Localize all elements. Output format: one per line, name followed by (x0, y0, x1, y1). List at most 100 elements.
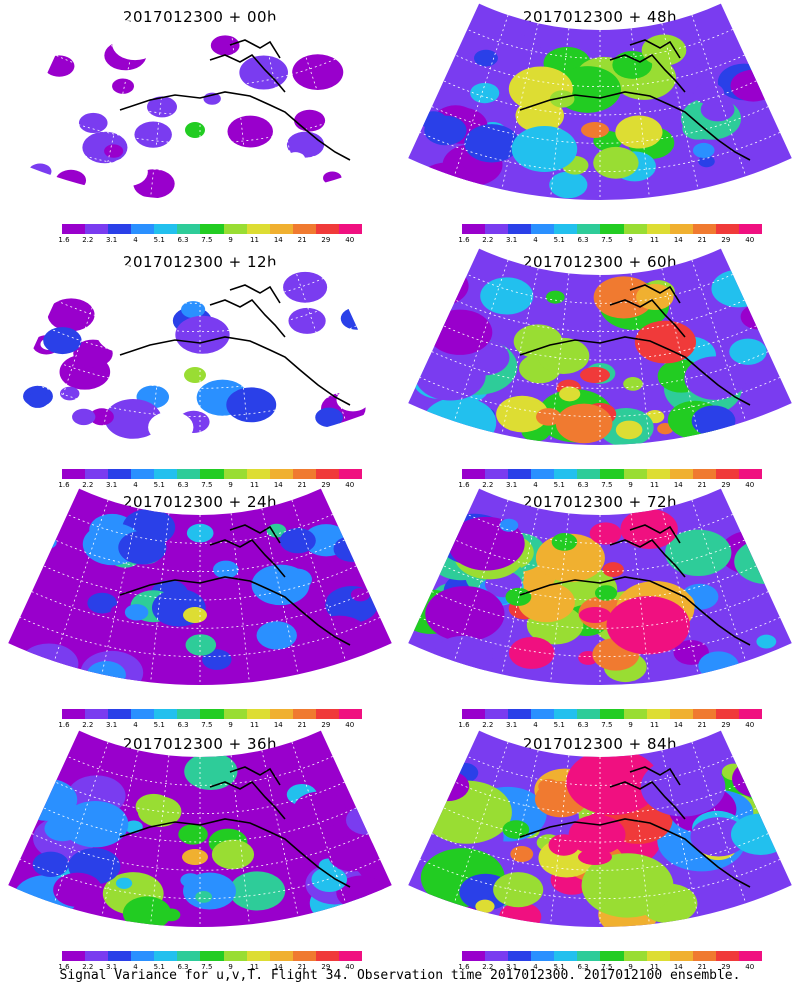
legend-tick-label: 1.6 (458, 963, 470, 971)
legend-swatch (269, 224, 293, 234)
variance-blob (53, 872, 103, 907)
variance-blob (112, 78, 135, 94)
legend-tick-label: 7.5 (601, 963, 613, 971)
variance-blob (61, 182, 79, 195)
legend-swatch (485, 951, 509, 961)
legend-tick-label: 7.5 (601, 236, 613, 244)
graticule-longitude (261, 750, 299, 917)
variance-blob (73, 339, 113, 368)
legend-tick-label: 3.1 (506, 963, 518, 971)
variance-peak (182, 849, 208, 865)
legend-swatch (577, 951, 601, 961)
variance-blob (692, 142, 715, 159)
legend-swatch (62, 469, 86, 479)
variance-blob (60, 83, 95, 108)
coastline (119, 766, 351, 888)
variance-blob (566, 749, 661, 815)
variance-map (8, 3, 392, 201)
legend-tick-label: 7.5 (601, 481, 613, 489)
variance-blob (464, 124, 520, 163)
legend-tick-label: 11 (250, 236, 259, 244)
legend-swatch (108, 224, 132, 234)
graticule-latitude (67, 273, 333, 304)
variance-blob (511, 126, 578, 172)
map-panel: 2017012300 + 72h 1.6 2.2 3.1 4 5.1 6.3 7.5 9 11 14… (400, 485, 800, 729)
legend-swatch (338, 224, 363, 234)
legend-swatch (485, 469, 509, 479)
graticule-longitude (261, 508, 299, 675)
variance-blob (412, 266, 469, 306)
legend-tick-label: 2.2 (82, 236, 94, 244)
variance-blob (568, 814, 626, 855)
legend-swatch (269, 951, 293, 961)
legend-tick-label: 5.1 (553, 236, 565, 244)
variance-blob (104, 399, 162, 439)
variance-blob (336, 388, 370, 412)
legend-tick-label: 1.6 (458, 721, 470, 729)
variance-blob (732, 759, 788, 799)
variance-blob (280, 568, 312, 591)
graticule-longitude (453, 259, 509, 422)
legend-tick-label: 2.2 (482, 721, 494, 729)
legend-tick-label: 3.1 (106, 481, 118, 489)
variance-blob (256, 621, 297, 650)
variance-blob (333, 535, 371, 562)
graticule-longitude (230, 513, 250, 683)
legend-swatch (554, 469, 578, 479)
variance-blob (756, 634, 777, 649)
variance-blob (615, 115, 663, 149)
legend-swatch (315, 224, 339, 234)
legend-tick-label: 40 (345, 963, 355, 971)
variance-blob (340, 307, 373, 330)
color-legend (62, 951, 363, 961)
legend-tick-label: 1.6 (58, 963, 70, 971)
legend-tick-label: 29 (721, 963, 731, 971)
graticule-latitude (67, 755, 333, 786)
legend-swatch (177, 469, 201, 479)
legend-tick-label: 9 (228, 963, 233, 971)
variance-blob (184, 752, 238, 791)
legend-swatch (223, 951, 247, 961)
legend-tick-label: 4 (533, 963, 538, 971)
legend-tick-label: 21 (297, 963, 307, 971)
variance-blob (38, 536, 57, 549)
legend-tick-label: 21 (297, 721, 307, 729)
legend-swatch (646, 224, 670, 234)
variance-blob (210, 35, 240, 56)
legend-tick-label: 29 (721, 721, 731, 729)
legend-tick-label: 6.3 (177, 481, 189, 489)
legend-swatch (246, 224, 270, 234)
legend-tick-label: 14 (273, 721, 283, 729)
color-legend (462, 951, 763, 961)
legend-tick-label: 9 (228, 481, 233, 489)
variance-blob (594, 585, 618, 601)
legend-tick-label: 4 (533, 721, 538, 729)
variance-blob (551, 532, 578, 551)
legend-tick-label: 5.1 (553, 721, 565, 729)
variance-blob (545, 290, 565, 304)
variance-blob (78, 112, 108, 133)
legend-tick-label: 21 (697, 963, 707, 971)
variance-blob (327, 836, 378, 872)
variance-blob (734, 538, 792, 585)
graticule-longitude (501, 23, 539, 190)
legend-tick-label: 11 (650, 721, 659, 729)
legend-swatch (223, 709, 247, 719)
variance-blob (112, 28, 159, 61)
legend-tick-label: 29 (321, 236, 331, 244)
variance-blob (55, 169, 87, 191)
legend-swatch (692, 709, 716, 719)
graticule-latitude (467, 513, 733, 544)
variance-blob (623, 377, 643, 391)
legend-tick-label: 21 (297, 236, 307, 244)
legend-swatch (62, 709, 86, 719)
legend-swatch (485, 224, 509, 234)
legend-tick-label: 14 (273, 481, 283, 489)
variance-blob (555, 403, 613, 444)
panel-title: 2017012300 + 36h (122, 735, 278, 753)
variance-blob (308, 615, 370, 659)
variance-blob (86, 661, 126, 686)
legend-tick-label: 6.3 (177, 963, 189, 971)
color-legend (462, 709, 763, 719)
legend-swatch (554, 224, 578, 234)
